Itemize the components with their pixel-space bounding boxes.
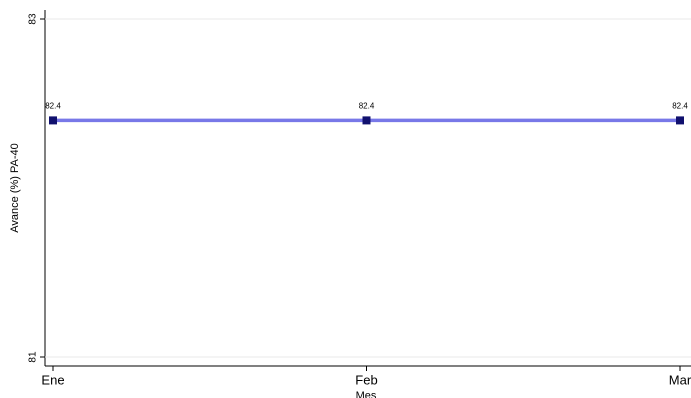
marker: [362, 116, 371, 125]
y-tick-label: 81: [28, 351, 39, 363]
marker: [676, 116, 684, 125]
x-tick-label: Feb: [355, 372, 377, 387]
marker: [49, 116, 57, 125]
y-axis-title: Avance (%) PA-40: [9, 143, 21, 232]
x-axis-title: Mes: [356, 390, 377, 398]
x-tick-label: Mar: [669, 372, 691, 387]
data-label: 82.4: [359, 102, 375, 111]
data-label: 82.4: [45, 102, 61, 111]
data-label: 82.4: [672, 102, 688, 111]
x-tick-label: Ene: [41, 372, 64, 387]
y-tick-label: 83: [28, 13, 39, 25]
